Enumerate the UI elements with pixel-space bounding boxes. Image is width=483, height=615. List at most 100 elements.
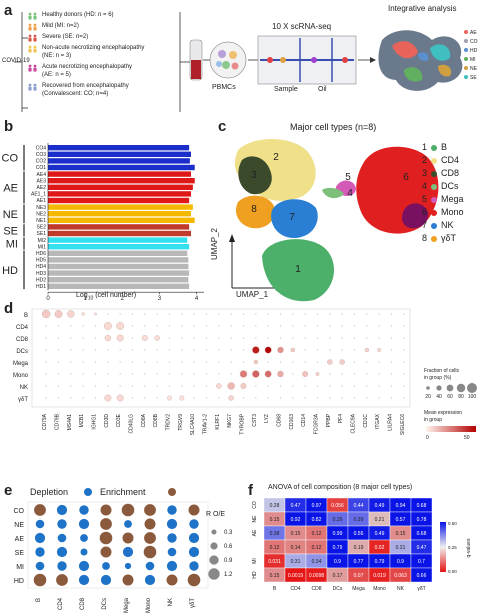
- group-label: CO: [2, 153, 19, 165]
- panel-c-title: Major cell types (n=8): [290, 122, 377, 132]
- patient-group-text: Mild (MI: n=2): [42, 23, 79, 29]
- background-dot: [131, 349, 134, 351]
- background-dot: [304, 349, 306, 351]
- heat-value: 0.82: [312, 517, 322, 523]
- bar-NE1: [48, 217, 195, 223]
- bar-category-label: SE2: [37, 225, 47, 231]
- background-dot: [390, 349, 393, 351]
- background-dot: [267, 313, 269, 315]
- heat-value: 0.14: [291, 545, 301, 551]
- gene-label: NKG7: [227, 414, 233, 428]
- background-dot: [218, 349, 220, 351]
- background-dot: [218, 337, 220, 339]
- bar-NE2: [48, 211, 191, 217]
- integrative-legend: AE CO HD MI NE SE: [464, 30, 478, 81]
- background-dot: [131, 385, 134, 387]
- roe-dot: [166, 518, 178, 530]
- x-tick-label: 3: [158, 296, 162, 302]
- background-dot: [390, 385, 393, 387]
- roe-dot: [56, 546, 68, 558]
- background-dot: [82, 397, 84, 399]
- expression-dot: [116, 322, 125, 330]
- roe-dot: [144, 504, 156, 516]
- roe-dot: [166, 560, 178, 572]
- heat-value: 0.15: [270, 517, 280, 523]
- panel-d-dotplot: B CD4 CD8 DCs Mega Mono NK γδT CD79A CD79B MS4A1 MZ…: [13, 308, 477, 441]
- row-label: AE: [15, 536, 25, 543]
- bar-AE2: [48, 184, 193, 190]
- roe-dot: [122, 532, 134, 544]
- row-label: Mega: [13, 361, 29, 367]
- group-label: SE: [3, 225, 18, 237]
- heat-value: 0.38: [270, 531, 280, 537]
- panel-f-heatmap: 0.28 0.47 0.97 0.056 0.44 0.49 0.94 0.68 0.15 0.9…: [252, 497, 472, 592]
- background-dot: [329, 349, 331, 351]
- legend-dot: [464, 57, 468, 61]
- background-dot: [45, 385, 47, 387]
- roe-dot: [78, 518, 90, 530]
- person-icon: [33, 83, 37, 87]
- expression-dot: [290, 347, 296, 353]
- background-dot: [242, 349, 245, 351]
- heat-value: 0.19: [354, 545, 364, 551]
- panel-c-label: c: [218, 118, 227, 135]
- heat-value: 0.02: [375, 545, 385, 551]
- background-dot: [45, 349, 47, 351]
- legend-number: 6: [422, 207, 428, 217]
- heat-row-label: CO: [252, 501, 258, 509]
- heat-value: 0.15: [396, 531, 406, 537]
- col-label: CD8: [80, 597, 86, 610]
- background-dot: [341, 325, 343, 327]
- background-dot: [292, 385, 294, 387]
- cluster-label: 3: [251, 170, 257, 181]
- panel-b-label: b: [4, 118, 14, 135]
- roe-legend-value: 0.9: [224, 558, 233, 564]
- expression-dot: [339, 359, 345, 365]
- bar-category-label: AE3: [37, 178, 47, 184]
- colorbar-tick: 0.50: [448, 521, 457, 526]
- legend-dot: [431, 222, 438, 229]
- background-dot: [57, 397, 60, 399]
- roe-dot: [78, 574, 90, 586]
- group-label: HD: [2, 265, 18, 277]
- roe-dot: [166, 574, 178, 586]
- background-dot: [304, 385, 306, 387]
- background-dot: [144, 349, 146, 351]
- col-label: NK: [168, 598, 174, 606]
- heat-value: 0.21: [375, 517, 385, 523]
- heat-value: 0.94: [396, 503, 406, 509]
- background-dot: [168, 313, 171, 315]
- bar-category-label: NE3: [36, 205, 46, 211]
- bar-category-label: CO3: [36, 152, 47, 158]
- background-dot: [341, 313, 343, 315]
- roe-dot: [124, 562, 132, 570]
- background-dot: [205, 349, 208, 351]
- expression-dot: [103, 322, 112, 330]
- roe-legend-value: 1.2: [224, 572, 233, 578]
- legend-label: DCs: [441, 181, 459, 191]
- heat-value: 0.39: [333, 517, 343, 523]
- background-dot: [292, 361, 294, 363]
- patient-group-text: (NE: n = 3): [42, 53, 72, 59]
- expression-dot: [252, 346, 260, 354]
- background-dot: [341, 373, 343, 375]
- roe-dot: [102, 562, 110, 570]
- size-legend-dot: [446, 384, 454, 392]
- group-label: AE: [3, 182, 18, 194]
- row-label: NE: [14, 522, 24, 529]
- background-dot: [378, 385, 380, 387]
- background-dot: [403, 325, 405, 327]
- background-dot: [94, 361, 97, 363]
- integrative-legend-label: CO: [470, 39, 478, 45]
- bar-category-label: AE2: [37, 185, 47, 191]
- expression-dot: [227, 382, 235, 390]
- background-dot: [230, 325, 232, 327]
- legend-number: 1: [422, 142, 428, 152]
- row-label: SE: [15, 550, 25, 557]
- background-dot: [156, 373, 158, 375]
- heat-value: 0.49: [375, 531, 385, 537]
- background-dot: [390, 361, 393, 363]
- integrative-legend-label: HD: [470, 48, 478, 54]
- person-icon: [33, 12, 37, 16]
- roe-dot: [57, 533, 67, 543]
